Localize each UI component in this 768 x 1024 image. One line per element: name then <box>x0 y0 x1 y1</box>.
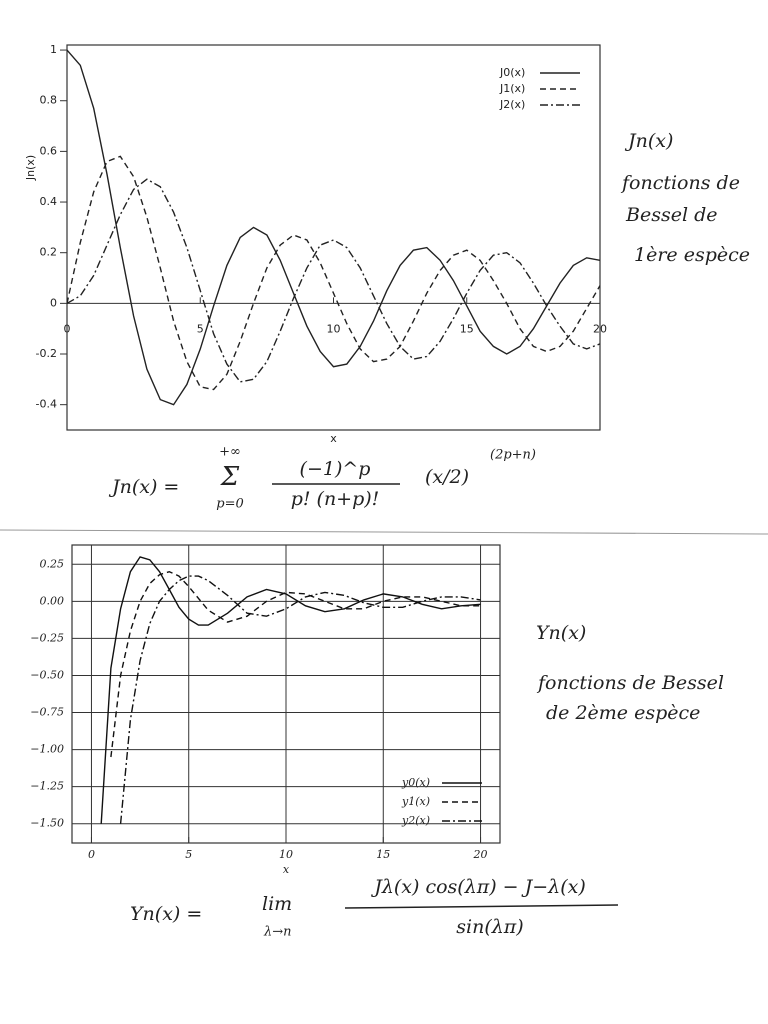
data-line <box>67 155 600 391</box>
y-tick-label: -0.4 <box>36 398 57 411</box>
legend-label: y2(x) <box>401 814 430 827</box>
note: Jn(x) <box>624 130 673 152</box>
x-tick-label: 5 <box>197 322 204 335</box>
x-tick-label: 0 <box>88 848 95 861</box>
formula-sum-bottom: p=0 <box>216 497 244 512</box>
note: Yn(x) <box>536 622 586 644</box>
x-axis-label: x <box>330 432 337 445</box>
formula-numerator: (−1)^p <box>300 458 371 480</box>
y-tick-label: 0.25 <box>40 557 65 570</box>
formula-factor: (x/2) <box>425 466 469 488</box>
data-line <box>119 575 481 824</box>
y-tick-label: 1 <box>50 43 57 56</box>
data-line <box>110 570 481 758</box>
separator <box>0 529 768 535</box>
formula-lhs: Yn(x) = <box>130 903 202 925</box>
y-tick-label: 0.6 <box>40 144 58 157</box>
y-tick-label: 0.8 <box>40 94 58 107</box>
x-tick-label: 15 <box>460 322 474 335</box>
x-axis-label: x <box>283 863 290 876</box>
formula-lhs: Jn(x) = <box>108 476 179 498</box>
plot-frame <box>66 44 601 431</box>
x-tick-label: 15 <box>376 848 390 861</box>
y-tick-label: 0.4 <box>40 195 58 208</box>
formula-numerator: Jλ(x) cos(λπ) − J−λ(x) <box>370 876 586 898</box>
y-tick-label: 0 <box>50 296 57 309</box>
x-tick-label: 10 <box>327 322 341 335</box>
x-tick-label: 10 <box>279 848 293 861</box>
data-line <box>67 178 600 383</box>
y-tick-label: −1.00 <box>30 743 64 756</box>
y-tick-label: −1.25 <box>30 780 64 793</box>
legend-label: J0(x) <box>499 66 525 79</box>
y-tick-label: 0.2 <box>40 246 58 259</box>
formula-lim-sub: λ→n <box>263 925 292 940</box>
fraction-bar <box>344 904 619 909</box>
formula-lim: lim <box>262 893 292 915</box>
y-tick-label: -0.2 <box>36 347 57 360</box>
plot-frame <box>71 544 501 844</box>
formula-sum-top: +∞ <box>219 445 241 460</box>
y-tick-label: −0.50 <box>30 668 64 681</box>
formula-exponent: (2p+n) <box>490 448 536 463</box>
legend-label: y1(x) <box>401 795 430 808</box>
y-tick-label: −0.75 <box>30 706 64 719</box>
y-tick-label: −1.50 <box>30 817 64 830</box>
note: fonctions de Bessel <box>536 672 724 694</box>
x-tick-label: 5 <box>185 848 192 861</box>
note: fonctions de <box>620 172 740 194</box>
y-axis-label: Jn(x) <box>24 155 37 181</box>
legend-label: J2(x) <box>499 98 525 111</box>
note: 1ère espèce <box>634 244 750 266</box>
note: de 2ème espèce <box>546 702 700 724</box>
y-tick-label: 0.00 <box>40 594 65 607</box>
note: Bessel de <box>625 204 717 226</box>
formula-denominator: p! (n+p)! <box>291 488 380 510</box>
data-line <box>67 49 600 406</box>
x-tick-label: 20 <box>473 848 488 861</box>
formula-sum: Σ <box>220 462 240 492</box>
formula-denominator: sin(λπ) <box>456 916 523 938</box>
legend-label: J1(x) <box>499 82 525 95</box>
legend-label: y0(x) <box>401 776 430 789</box>
y-tick-label: −0.25 <box>30 631 64 644</box>
